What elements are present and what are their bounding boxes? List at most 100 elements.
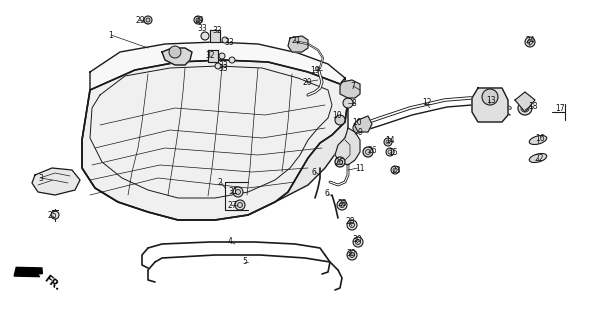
Polygon shape (275, 78, 348, 202)
Circle shape (222, 37, 228, 43)
Text: 3: 3 (38, 173, 43, 182)
Circle shape (233, 187, 243, 197)
Text: 33: 33 (218, 63, 228, 73)
Ellipse shape (529, 154, 547, 163)
Polygon shape (162, 48, 192, 65)
Text: 32: 32 (205, 51, 215, 60)
Text: 19: 19 (310, 66, 319, 75)
Circle shape (237, 203, 242, 207)
Text: 11: 11 (355, 164, 365, 172)
Circle shape (363, 147, 373, 157)
Circle shape (340, 203, 345, 207)
Text: 14: 14 (385, 135, 395, 145)
Polygon shape (472, 88, 508, 122)
Text: 7: 7 (350, 82, 355, 91)
Circle shape (391, 166, 399, 174)
Ellipse shape (529, 135, 547, 145)
Text: 33: 33 (224, 37, 234, 46)
Circle shape (528, 39, 532, 44)
Text: 22: 22 (535, 154, 545, 163)
Circle shape (337, 200, 347, 210)
Circle shape (388, 150, 392, 154)
Polygon shape (515, 92, 535, 112)
Text: 9: 9 (358, 127, 363, 137)
Circle shape (356, 239, 360, 244)
Circle shape (353, 237, 363, 247)
Circle shape (236, 189, 241, 195)
Text: 15: 15 (388, 148, 398, 156)
Text: 5: 5 (242, 258, 247, 267)
Text: 21: 21 (292, 36, 302, 44)
Circle shape (349, 222, 354, 228)
Text: 28: 28 (346, 218, 356, 227)
Circle shape (335, 157, 345, 167)
Circle shape (229, 57, 235, 63)
Text: 33: 33 (197, 23, 207, 33)
Text: 4: 4 (228, 237, 233, 246)
Text: 31: 31 (228, 188, 237, 196)
Circle shape (365, 149, 370, 155)
Polygon shape (340, 80, 360, 98)
Circle shape (337, 159, 343, 164)
Circle shape (215, 63, 221, 69)
Polygon shape (210, 30, 220, 42)
Circle shape (169, 46, 181, 58)
Text: 33: 33 (218, 60, 228, 69)
Circle shape (201, 32, 209, 40)
Polygon shape (82, 60, 348, 220)
Circle shape (384, 138, 392, 146)
Text: 10: 10 (352, 117, 362, 126)
Circle shape (518, 101, 532, 115)
Circle shape (521, 104, 529, 112)
Polygon shape (208, 50, 218, 62)
Circle shape (194, 16, 202, 24)
Circle shape (196, 18, 200, 22)
Circle shape (386, 148, 394, 156)
Text: 26: 26 (368, 146, 378, 155)
Text: 1: 1 (108, 30, 113, 39)
Text: 29: 29 (136, 15, 146, 25)
Circle shape (482, 89, 498, 105)
Circle shape (349, 252, 354, 258)
Text: 12: 12 (422, 98, 431, 107)
Text: 17: 17 (555, 103, 565, 113)
Circle shape (525, 37, 535, 47)
Circle shape (393, 168, 397, 172)
Text: 23: 23 (392, 165, 401, 174)
Circle shape (146, 18, 150, 22)
Circle shape (51, 211, 59, 219)
Text: 2: 2 (218, 178, 223, 187)
Polygon shape (335, 128, 360, 165)
Polygon shape (288, 36, 308, 52)
Text: 6: 6 (325, 189, 330, 198)
Text: 16: 16 (535, 133, 545, 142)
Polygon shape (90, 42, 345, 90)
Circle shape (347, 250, 357, 260)
Circle shape (335, 115, 345, 125)
Polygon shape (32, 168, 80, 195)
Polygon shape (14, 267, 42, 277)
Circle shape (219, 53, 225, 59)
Text: 26: 26 (335, 157, 345, 166)
Text: 24: 24 (526, 36, 536, 44)
Circle shape (343, 98, 353, 108)
Text: 27: 27 (228, 201, 237, 210)
Text: FR.: FR. (42, 274, 62, 292)
Circle shape (386, 140, 390, 144)
Text: 28: 28 (338, 198, 348, 207)
Text: 8: 8 (352, 99, 357, 108)
Text: 25: 25 (48, 211, 58, 220)
Circle shape (353, 123, 363, 133)
Text: 13: 13 (486, 95, 496, 105)
Circle shape (347, 220, 357, 230)
Text: 6: 6 (312, 167, 317, 177)
Text: 29: 29 (195, 15, 204, 25)
Text: 32: 32 (212, 26, 222, 35)
Circle shape (235, 200, 245, 210)
Polygon shape (354, 116, 372, 132)
Circle shape (144, 16, 152, 24)
Text: 18: 18 (528, 101, 537, 110)
Text: 20: 20 (303, 77, 313, 86)
Text: 30: 30 (346, 250, 356, 259)
Text: 10: 10 (332, 110, 341, 119)
